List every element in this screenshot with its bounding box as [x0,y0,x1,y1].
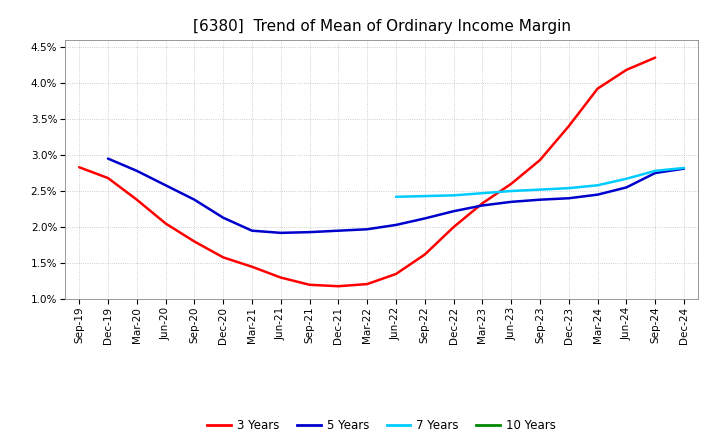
5 Years [305,230,314,235]
7 Years [392,194,400,199]
7 Years [420,194,429,199]
3 Years [507,181,516,187]
5 Years [593,192,602,197]
3 Years [392,271,400,277]
3 Years [219,255,228,260]
5 Years [334,228,343,233]
7 Years [680,165,688,171]
3 Years [276,275,285,280]
5 Years [392,222,400,227]
3 Years [104,176,112,181]
3 Years [420,252,429,257]
3 Years [334,284,343,289]
5 Years [276,230,285,235]
7 Years [478,191,487,196]
5 Years [161,183,170,188]
5 Years [651,170,660,176]
7 Years [449,193,458,198]
5 Years [478,203,487,208]
5 Years [104,156,112,161]
3 Years [536,158,544,163]
5 Years [449,209,458,214]
3 Years [651,55,660,60]
3 Years [449,224,458,230]
7 Years [622,176,631,181]
7 Years [507,188,516,194]
5 Years [219,215,228,220]
5 Years [622,185,631,190]
5 Years [420,216,429,221]
7 Years [564,186,573,191]
5 Years [536,197,544,202]
3 Years [190,239,199,244]
5 Years [363,227,372,232]
3 Years [478,201,487,206]
7 Years [651,168,660,173]
Line: 3 Years: 3 Years [79,58,655,286]
3 Years [564,124,573,129]
5 Years [248,228,256,233]
5 Years [507,199,516,205]
3 Years [132,197,141,202]
5 Years [680,166,688,171]
3 Years [622,67,631,73]
Line: 7 Years: 7 Years [396,168,684,197]
5 Years [564,196,573,201]
3 Years [593,86,602,91]
5 Years [132,168,141,173]
Line: 5 Years: 5 Years [108,158,684,233]
3 Years [75,165,84,170]
5 Years [190,197,199,202]
3 Years [363,282,372,287]
3 Years [305,282,314,287]
3 Years [161,221,170,226]
Title: [6380]  Trend of Mean of Ordinary Income Margin: [6380] Trend of Mean of Ordinary Income … [193,19,571,34]
7 Years [593,183,602,188]
7 Years [536,187,544,192]
3 Years [248,264,256,269]
Legend: 3 Years, 5 Years, 7 Years, 10 Years: 3 Years, 5 Years, 7 Years, 10 Years [203,414,560,436]
